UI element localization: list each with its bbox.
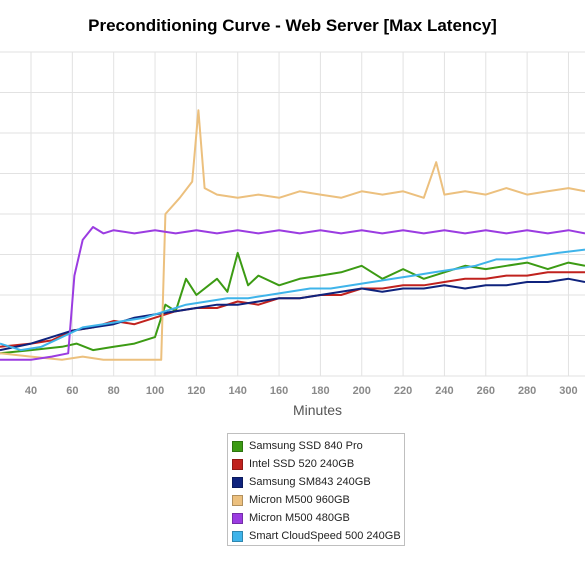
x-axis-label: Minutes bbox=[292, 402, 343, 418]
series-lines bbox=[0, 109, 585, 361]
legend-item: Samsung SM843 240GB bbox=[232, 473, 404, 491]
legend-label: Samsung SM843 240GB bbox=[249, 476, 371, 488]
x-tick-label: 280 bbox=[518, 385, 536, 397]
x-tick-label: 120 bbox=[187, 385, 205, 397]
legend-label: Smart CloudSpeed 500 240GB bbox=[249, 530, 401, 542]
line-chart: 40 60 80 100 120 140 160 180 200 220 240 260 280 300 bbox=[0, 51, 585, 397]
legend-label: Micron M500 480GB bbox=[249, 512, 350, 524]
x-tick-label: 140 bbox=[229, 385, 247, 397]
x-tick-label: 200 bbox=[353, 385, 371, 397]
legend-swatch bbox=[232, 476, 243, 488]
x-tick-label: 220 bbox=[394, 385, 412, 397]
x-tick-labels: 40 60 80 100 120 140 160 180 200 220 240 260 280 300 bbox=[25, 385, 578, 397]
chart-title: Preconditioning Curve - Web Server [Max … bbox=[88, 16, 497, 35]
legend-item: Micron M500 480GB bbox=[232, 509, 404, 527]
legend-label: Samsung SSD 840 Pro bbox=[249, 440, 363, 452]
x-tick-label: 80 bbox=[108, 385, 120, 397]
series-line bbox=[0, 251, 585, 355]
legend-label: Intel SSD 520 240GB bbox=[249, 458, 355, 470]
x-tick-label: 260 bbox=[477, 385, 495, 397]
x-tick-label: 40 bbox=[25, 385, 37, 397]
x-tick-label: 240 bbox=[435, 385, 453, 397]
legend-swatch bbox=[232, 512, 243, 524]
series-line bbox=[0, 277, 585, 352]
legend-swatch bbox=[232, 494, 243, 506]
series-line bbox=[0, 109, 585, 361]
x-tick-label: 300 bbox=[559, 385, 577, 397]
x-tick-label: 180 bbox=[311, 385, 329, 397]
legend: Samsung SSD 840 Pro Intel SSD 520 240GB Sa… bbox=[227, 433, 405, 546]
series-line bbox=[0, 248, 585, 352]
legend-item: Micron M500 960GB bbox=[232, 491, 404, 509]
x-tick-label: 100 bbox=[146, 385, 164, 397]
legend-item: Intel SSD 520 240GB bbox=[232, 455, 404, 473]
legend-item: Smart CloudSpeed 500 240GB bbox=[232, 527, 404, 545]
legend-label: Micron M500 960GB bbox=[249, 494, 350, 506]
legend-swatch bbox=[232, 530, 243, 542]
legend-item: Samsung SSD 840 Pro bbox=[232, 437, 404, 455]
series-line bbox=[0, 226, 585, 361]
x-tick-label: 160 bbox=[270, 385, 288, 397]
legend-swatch bbox=[232, 458, 243, 470]
x-tick-label: 60 bbox=[66, 385, 78, 397]
legend-swatch bbox=[232, 440, 243, 452]
